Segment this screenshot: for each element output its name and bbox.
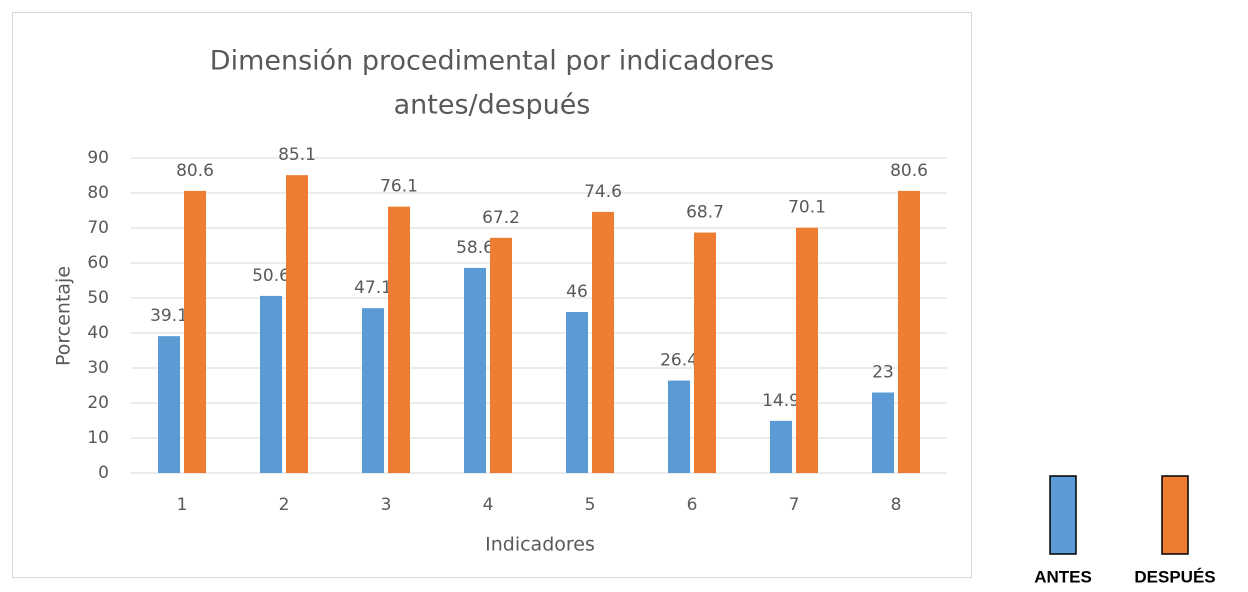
data-label: 68.7 [686,203,724,223]
y-tick-label: 10 [87,428,109,448]
bar [668,380,690,473]
data-label: 70.1 [788,198,826,218]
y-tick-label: 30 [87,358,109,378]
x-tick-label: 8 [891,495,902,515]
x-axis-label: Indicadores [485,534,595,556]
data-label: 58.6 [456,238,494,258]
data-label: 85.1 [278,145,316,165]
bar [286,175,308,473]
y-tick-label: 40 [87,323,109,343]
bar [184,190,206,473]
chart-title: antes/después [394,90,591,121]
bar [592,211,614,473]
bar [872,392,894,473]
x-tick-label: 4 [483,495,494,515]
legend-label: DESPUÉS [1134,567,1215,586]
data-label: 76.1 [380,177,418,197]
x-tick-label: 6 [687,495,698,515]
data-label: 46 [566,282,588,302]
bar [260,295,282,473]
legend-swatch [1049,475,1077,555]
y-axis-label: Porcentaje [53,266,75,366]
data-label: 50.6 [252,266,290,286]
x-tick-label: 1 [177,495,188,515]
y-tick-label: 0 [98,463,109,483]
legend-swatch [1161,475,1189,555]
bar [490,237,512,473]
data-label: 39.1 [150,306,188,326]
x-tick-label: 7 [789,495,800,515]
data-label: 80.6 [890,161,928,181]
bar [464,267,486,473]
bar [158,336,180,473]
chart-title: Dimensión procedimental por indicadores [210,46,774,77]
data-label: 14.9 [762,391,800,411]
data-label: 80.6 [176,161,214,181]
legend-label: ANTES [1034,567,1092,586]
bar [566,312,588,473]
bar [796,227,818,473]
bar [362,308,384,473]
y-tick-label: 70 [87,218,109,238]
data-label: 26.4 [660,351,698,371]
data-label: 74.6 [584,182,622,202]
bar [388,206,410,473]
y-tick-label: 90 [87,148,109,168]
x-tick-label: 5 [585,495,596,515]
x-tick-label: 3 [381,495,392,515]
y-tick-label: 60 [87,253,109,273]
y-tick-label: 80 [87,183,109,203]
bar [770,420,792,473]
y-tick-label: 20 [87,393,109,413]
data-label: 67.2 [482,208,520,228]
data-label: 23 [872,363,894,383]
x-tick-label: 2 [279,495,290,515]
bar [898,190,920,473]
bar [694,232,716,473]
data-label: 47.1 [354,278,392,298]
y-tick-label: 50 [87,288,109,308]
